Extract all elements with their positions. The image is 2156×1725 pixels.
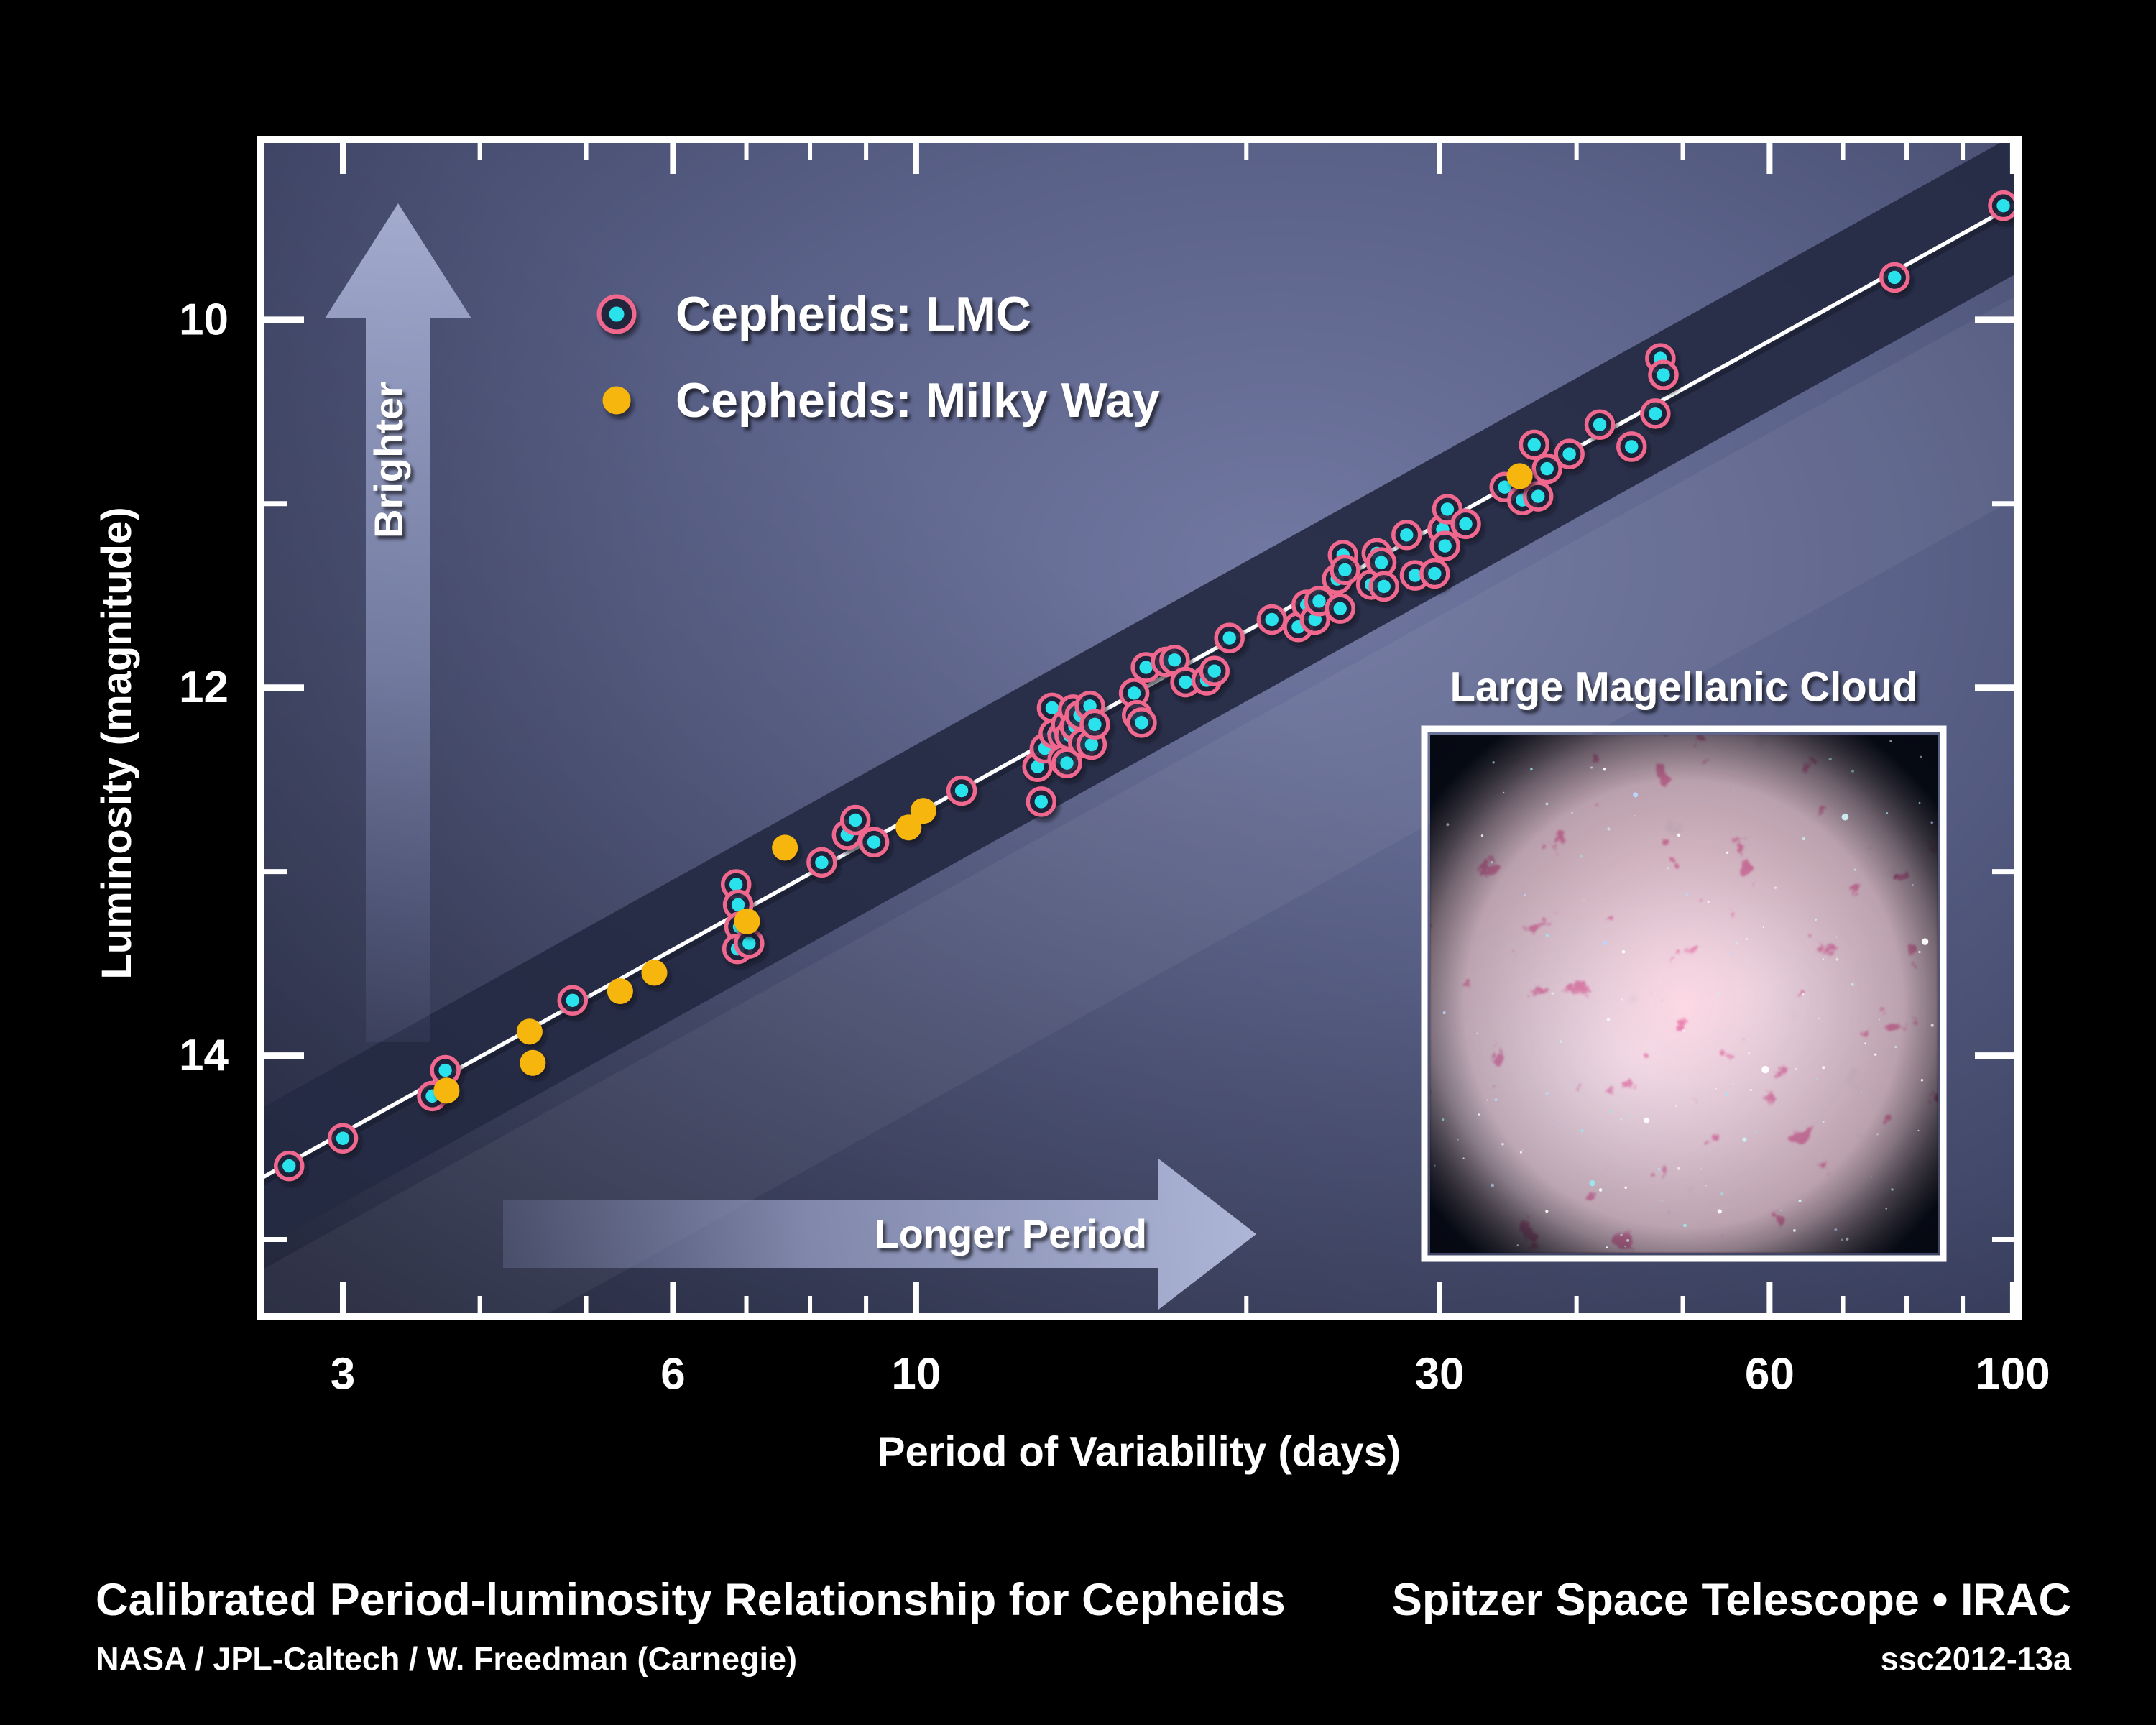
brighter-arrow xyxy=(325,203,471,1042)
lmc-point-dot xyxy=(1625,440,1639,454)
lmc-point-dot xyxy=(1265,612,1279,627)
lmc-point-dot xyxy=(1428,566,1442,581)
x-tick-label: 3 xyxy=(331,1350,355,1399)
lmc-point-dot xyxy=(1034,795,1048,809)
lmc-point-dot xyxy=(1135,716,1148,730)
footer-project: Spitzer Space Telescope • IRAC xyxy=(1392,1575,2071,1625)
annotation-arrows xyxy=(325,203,1256,1310)
lmc-point-dot xyxy=(336,1131,350,1145)
lmc-point-dot xyxy=(1527,438,1541,452)
legend-milkyway-dot-icon xyxy=(602,386,631,415)
lmc-point-dot xyxy=(1657,368,1670,382)
lmc-point-dot xyxy=(1338,563,1352,577)
longer-period-arrow xyxy=(503,1159,1256,1310)
inset-image xyxy=(1430,735,1938,1253)
x-tick-label: 10 xyxy=(891,1350,941,1399)
legend: Cepheids: LMC Cepheids: Milky Way xyxy=(596,287,1160,428)
lmc-point-dot xyxy=(282,1159,296,1173)
lmc-points xyxy=(273,190,2018,1182)
lmc-point-dot xyxy=(1531,489,1545,503)
y-tick-label: 12 xyxy=(179,663,229,712)
x-tick-label: 60 xyxy=(1745,1350,1795,1399)
plot-data-layer xyxy=(261,139,2018,1317)
longer-period-label: Longer Period xyxy=(874,1211,1147,1256)
lmc-point-dot xyxy=(1045,701,1059,715)
x-tick-label: 6 xyxy=(660,1350,685,1399)
footer-headline: Calibrated Period-luminosity Relationshi… xyxy=(96,1575,1286,1625)
lmc-point-dot xyxy=(815,855,829,870)
milkyway-point-dot xyxy=(772,834,798,861)
lmc-point-dot xyxy=(848,813,862,827)
legend-lmc-dot-icon xyxy=(609,306,625,322)
lmc-point-dot xyxy=(1438,539,1452,553)
lmc-point-dot xyxy=(566,993,579,1007)
milkyway-point-dot xyxy=(641,960,668,986)
lmc-point-dot xyxy=(1179,675,1192,689)
lmc-point-dot xyxy=(1031,760,1044,773)
brighter-label: Brighter xyxy=(366,382,411,538)
lmc-point-dot xyxy=(1593,418,1607,431)
y-axis-title: Luminosity (magnitude) xyxy=(93,507,140,979)
lmc-point-dot xyxy=(1649,407,1662,420)
milkyway-points xyxy=(433,463,1533,1104)
lmc-point-dot xyxy=(1222,631,1236,645)
x-tick-label: 100 xyxy=(1976,1350,2050,1399)
milkyway-point-dot xyxy=(520,1049,546,1076)
x-tick-labels: 3 6 10 30 60 100 xyxy=(331,1350,2050,1399)
chart-dynamic-layer: 3 6 10 30 60 100 10 12 14 xyxy=(179,139,2050,1399)
inset-lmc: Large Magellanic Cloud xyxy=(1421,664,1947,1262)
lmc-point-dot xyxy=(438,1063,452,1077)
lmc-point-dot xyxy=(1139,661,1153,674)
lmc-point-dot xyxy=(1060,756,1074,770)
lmc-point-dot xyxy=(729,878,743,891)
lmc-point-dot xyxy=(867,835,881,849)
milkyway-point-dot xyxy=(895,814,922,841)
lmc-point-dot xyxy=(1084,737,1099,752)
lmc-point-dot xyxy=(1207,664,1221,678)
lmc-point-dot xyxy=(1377,579,1391,594)
footer-release-id: ssc2012-13a xyxy=(1881,1641,2072,1678)
x-axis-title: Period of Variability (days) xyxy=(877,1429,1401,1476)
milkyway-point-dot xyxy=(1506,463,1533,489)
lmc-point-dot xyxy=(1374,556,1388,569)
y-tick-label: 10 xyxy=(179,295,229,344)
x-tick-label: 30 xyxy=(1415,1350,1465,1399)
inset-title: Large Magellanic Cloud xyxy=(1450,664,1918,711)
lmc-point-dot xyxy=(731,898,745,911)
milkyway-point-dot xyxy=(734,908,760,934)
lmc-point-dot xyxy=(1498,480,1511,494)
plot-frame xyxy=(257,136,2022,1320)
legend-milkyway-label: Cepheids: Milky Way xyxy=(676,373,1160,428)
lmc-point-dot xyxy=(1996,198,2010,213)
footer: Calibrated Period-luminosity Relationshi… xyxy=(96,1575,2072,1678)
lmc-point-dot xyxy=(954,783,969,798)
lmc-point-dot xyxy=(1540,461,1554,476)
legend-lmc-label: Cepheids: LMC xyxy=(676,287,1031,341)
y-tick-labels: 10 12 14 xyxy=(179,295,229,1080)
footer-credit: NASA / JPL-Caltech / W. Freedman (Carneg… xyxy=(96,1641,797,1678)
y-tick-label: 14 xyxy=(179,1031,229,1080)
lmc-point-dot xyxy=(1562,447,1576,461)
inset-frame xyxy=(1421,725,1947,1262)
lmc-point-dot xyxy=(1459,517,1473,531)
lmc-point-dot xyxy=(1440,502,1455,516)
milkyway-point-dot xyxy=(910,798,936,824)
milkyway-point-dot xyxy=(607,978,633,1004)
lmc-point-dot xyxy=(1312,594,1326,608)
lmc-point-dot xyxy=(1888,270,1902,285)
lmc-point-dot xyxy=(1088,717,1102,732)
milkyway-point-dot xyxy=(433,1077,460,1104)
milkyway-point-dot xyxy=(516,1018,543,1045)
lmc-point-dot xyxy=(1408,569,1422,582)
trend-band xyxy=(261,295,2017,1317)
lmc-point-dot xyxy=(1127,686,1141,700)
lmc-point-dot xyxy=(1333,602,1347,615)
lmc-point-dot xyxy=(742,937,756,950)
lmc-point-dot xyxy=(1168,653,1181,667)
lmc-point-dot xyxy=(1400,528,1414,542)
